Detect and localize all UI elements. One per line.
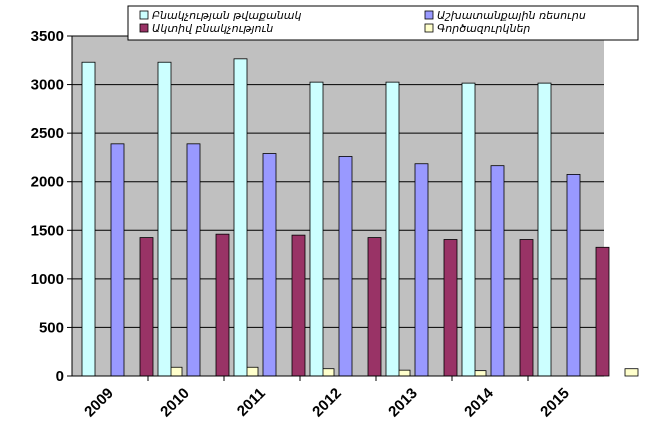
bar-2-2010 <box>186 143 201 377</box>
x-tick-label: 2011 <box>234 385 269 420</box>
y-tick-label: 3500 <box>31 28 64 45</box>
bar-2-2014 <box>490 165 505 377</box>
bar-1-2010 <box>157 61 172 377</box>
legend-swatch-2 <box>424 10 434 20</box>
y-tick-label: 1000 <box>31 271 64 288</box>
bar-1-2011 <box>233 58 248 377</box>
y-tick-label: 3000 <box>31 77 64 94</box>
bar-1-2013 <box>385 81 400 377</box>
y-tick-label: 0 <box>56 368 64 385</box>
x-tick-label: 2014 <box>461 384 497 420</box>
y-tick-label: 2500 <box>31 125 64 142</box>
bar-3-2009 <box>139 237 154 377</box>
y-tick-labels: 0 500 1000 1500 2000 2500 3000 3500 <box>31 28 72 385</box>
bar-3-2012 <box>367 237 382 377</box>
legend-label-3: Ակտիվ բնակչություն <box>152 22 273 35</box>
bar-3-2010 <box>215 233 230 377</box>
bar-3-2011 <box>291 234 306 377</box>
bar-1-2009 <box>81 61 96 377</box>
bar-3-2014 <box>519 239 534 377</box>
legend-label-4: Գործազուրկներ <box>437 22 530 35</box>
legend-swatch-4 <box>424 23 434 33</box>
bar-2-2013 <box>414 163 429 377</box>
x-tick-labels: 2009 2010 2011 2012 2013 2014 2015 <box>81 376 573 420</box>
legend-swatch-1 <box>139 10 149 20</box>
bar-2-2015 <box>566 174 581 377</box>
x-tick-label: 2015 <box>537 385 573 421</box>
legend-box <box>127 5 639 41</box>
bar-4-2015 <box>624 368 639 377</box>
bar-1-2015 <box>537 82 552 377</box>
y-tick-label: 500 <box>39 319 64 336</box>
legend-label-2: Աշխատանքային ռեսուրս <box>437 9 586 22</box>
legend: Բնակչության թվաքանակ Աշխատանքային ռեսուրս… <box>127 5 639 41</box>
bar-3-2013 <box>443 239 458 377</box>
legend-swatch-3 <box>139 23 149 33</box>
bar-2-2011 <box>262 153 277 377</box>
x-tick-label: 2012 <box>309 385 345 421</box>
x-tick-label: 2009 <box>81 385 117 421</box>
bar-1-2014 <box>461 82 476 377</box>
legend-label-1: Բնակչության թվաքանակ <box>152 9 301 22</box>
bar-2-2012 <box>338 156 353 377</box>
bar-2-2009 <box>110 143 125 377</box>
x-tick-label: 2010 <box>157 385 193 421</box>
y-tick-label: 1500 <box>31 222 64 239</box>
bar-1-2012 <box>309 81 324 377</box>
bar-3-2015 <box>595 246 610 377</box>
y-tick-label: 2000 <box>31 174 64 191</box>
x-tick-label: 2013 <box>385 385 421 421</box>
bars-group <box>81 58 639 377</box>
